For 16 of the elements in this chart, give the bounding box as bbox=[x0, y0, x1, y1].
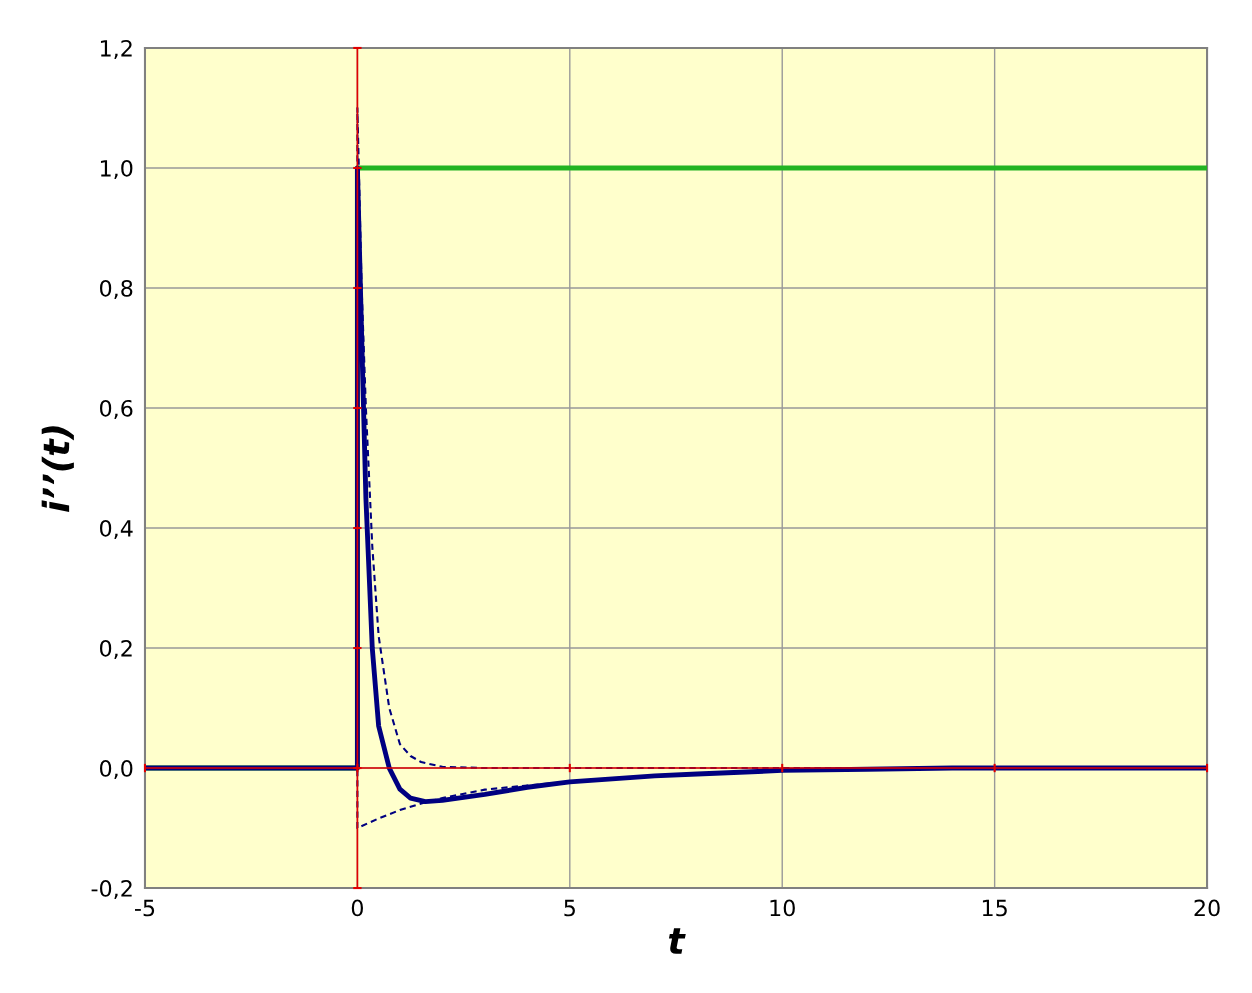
y-tick-label: 1,0 bbox=[100, 159, 133, 179]
x-tick-label: 10 bbox=[770, 899, 795, 917]
y-axis-title: i’’(t) bbox=[41, 426, 74, 512]
y-tick-label: -0,2 bbox=[91, 879, 132, 900]
y-tick-label: 0,6 bbox=[100, 399, 133, 420]
x-tick-label: 0 bbox=[351, 899, 363, 917]
x-tick-label: -5 bbox=[134, 899, 155, 917]
x-tick-label: 15 bbox=[982, 899, 1007, 917]
x-tick-label: 5 bbox=[564, 899, 575, 917]
y-tick-label: 1,2 bbox=[100, 39, 132, 59]
y-tick-label: 0,0 bbox=[100, 759, 133, 780]
y-tick-label: 0,8 bbox=[100, 279, 133, 300]
y-tick-label: 0,4 bbox=[100, 519, 133, 540]
x-tick-label: 20 bbox=[1194, 899, 1220, 917]
y-tick-label: 0,2 bbox=[100, 639, 132, 660]
x-axis-title: t bbox=[668, 928, 686, 954]
